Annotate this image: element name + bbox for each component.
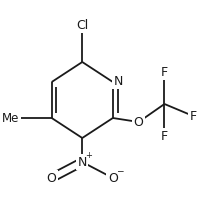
Text: F: F [161,66,168,78]
Text: N: N [114,74,123,88]
Text: Cl: Cl [76,18,88,31]
Text: F: F [190,109,197,123]
Text: N: N [78,155,87,168]
Text: O: O [108,171,118,185]
Text: +: + [85,150,92,160]
Text: O: O [47,171,57,185]
Text: Me: Me [2,111,19,125]
Text: −: − [116,167,123,175]
Text: O: O [134,115,144,129]
Text: F: F [161,129,168,143]
